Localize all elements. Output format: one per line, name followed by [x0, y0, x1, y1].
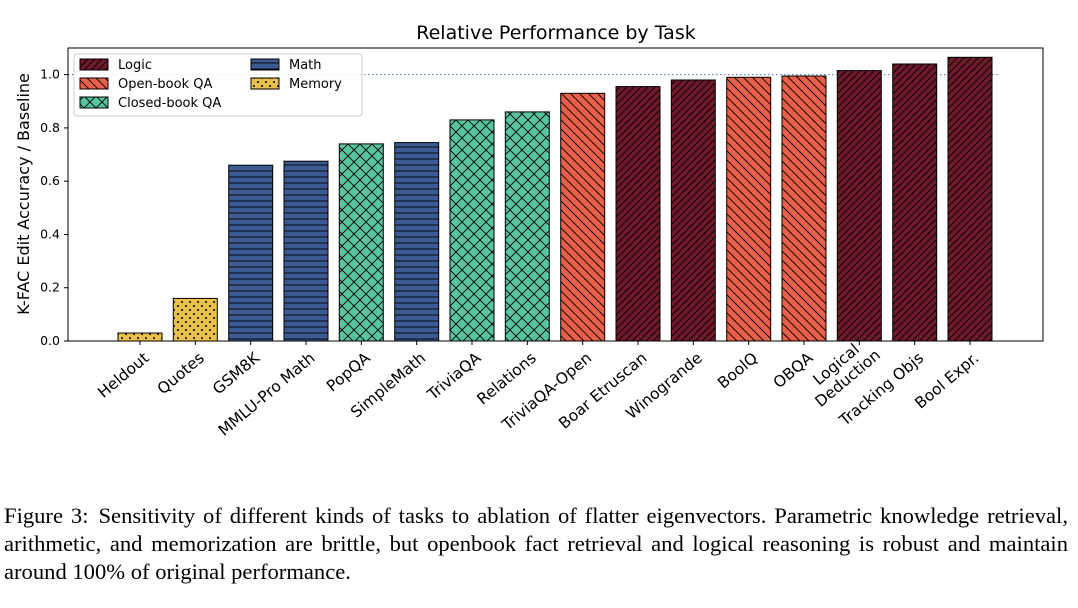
legend-label: Logic [118, 58, 152, 73]
y-tick-label: 0.6 [40, 173, 60, 188]
legend-swatch [79, 58, 109, 71]
bar-heldout [117, 332, 163, 342]
bar-relations [504, 111, 550, 342]
x-tick-label: Heldout [94, 349, 152, 402]
bar-logical-deduction [836, 70, 882, 342]
x-tick-label: OBQA [770, 349, 817, 392]
x-tick-label: MMLU-Pro Math [215, 349, 318, 440]
bar-tracking-objs [892, 63, 938, 342]
bar-quotes [172, 297, 218, 342]
figure-caption: Figure 3: Sensitivity of different kinds … [4, 502, 1068, 586]
legend: Logic Open-book QA Closed-book QA Math Memor… [73, 53, 363, 117]
y-axis-label: K-FAC Edit Accuracy / Baseline [14, 73, 33, 315]
caption-label: Figure 3: [4, 503, 89, 528]
bar-chart: Relative Performance by Task K-FAC Edit … [14, 22, 1044, 440]
bar-mmlu-pro-math [283, 160, 329, 342]
bar-winogrande [670, 79, 716, 342]
bar-bool-expr [947, 56, 993, 342]
y-tick-label: 0.0 [40, 333, 60, 348]
bar-simplemath [394, 142, 440, 342]
bar-gsm8k [228, 164, 274, 342]
bar-triviaqa [449, 119, 495, 342]
legend-swatch [250, 58, 280, 71]
legend-swatch [79, 77, 109, 90]
bar-obqa [781, 75, 827, 342]
bar-popqa [338, 143, 384, 342]
y-tick-label: 1.0 [40, 67, 60, 82]
bar-triviaqa-open [560, 92, 606, 342]
legend-label: Math [289, 58, 322, 73]
plot-frame [67, 47, 1044, 342]
legend-box [73, 53, 363, 117]
legend-swatch [79, 96, 109, 109]
bar-boolq [726, 76, 772, 342]
bars-group [117, 56, 993, 342]
x-tick-label: PopQA [323, 349, 374, 396]
chart-title: Relative Performance by Task [416, 22, 695, 44]
y-tick-label: 0.8 [40, 120, 60, 135]
x-tick-label: Quotes [154, 349, 208, 398]
y-tick-label: 0.2 [40, 280, 60, 295]
legend-swatch [250, 77, 280, 90]
legend-label: Closed-book QA [118, 96, 221, 111]
y-axis-ticks: 0.0 0.2 0.4 0.6 0.8 1.0 [40, 67, 68, 348]
bar-boar-etruscan [615, 86, 661, 342]
y-tick-label: 0.4 [40, 226, 60, 241]
legend-label: Memory [289, 77, 342, 92]
x-tick-label: BoolQ [714, 349, 761, 392]
legend-label: Open-book QA [118, 77, 212, 92]
caption-text: Sensitivity of different kinds of tasks … [4, 503, 1068, 584]
